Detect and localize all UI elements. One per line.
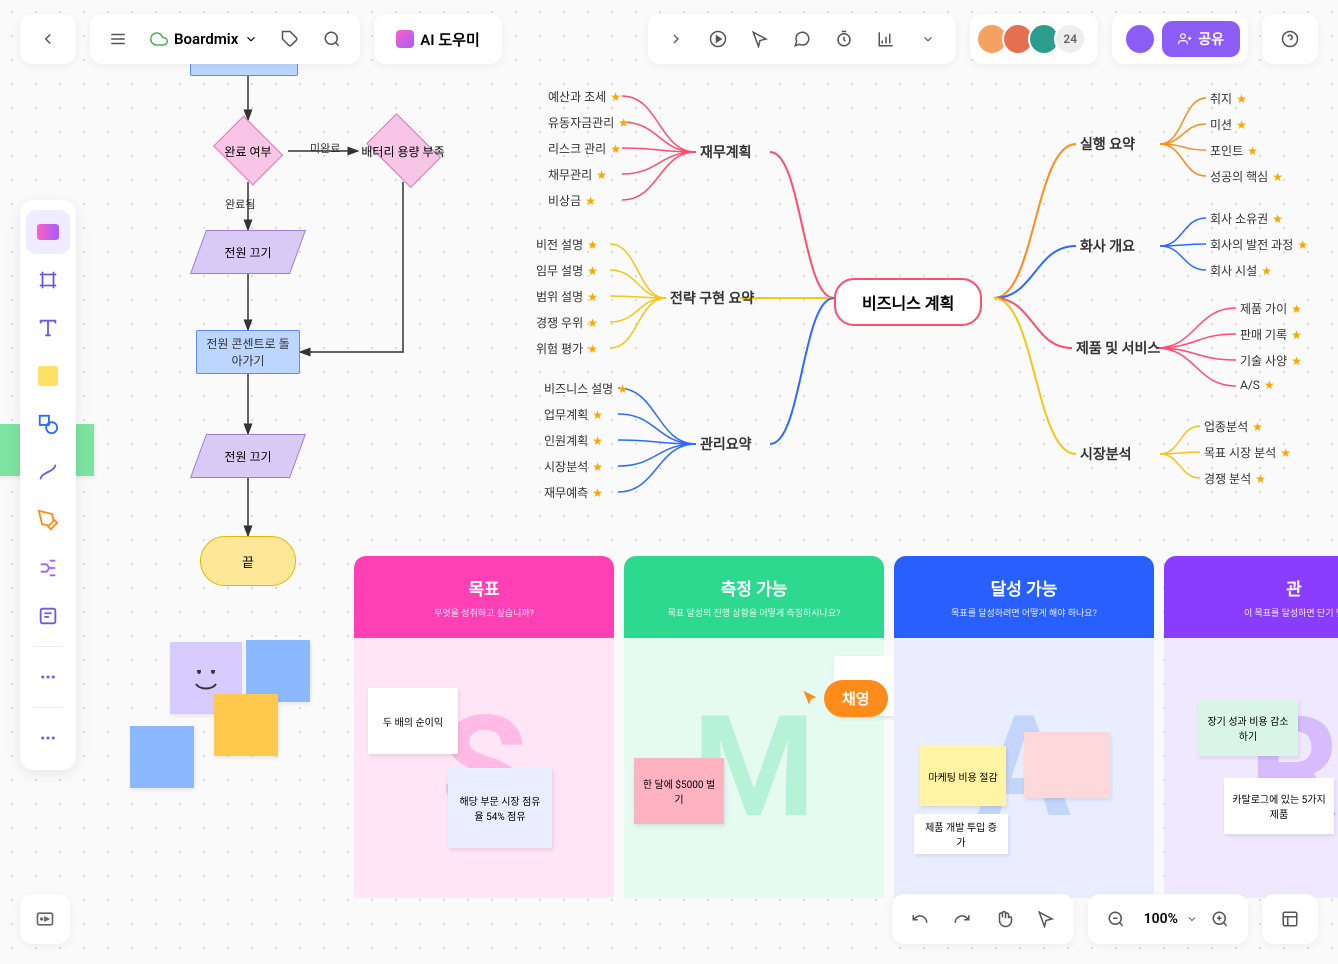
- more-button[interactable]: [908, 19, 948, 59]
- cursor-label: 채영: [824, 680, 888, 717]
- tool-shape[interactable]: [26, 402, 70, 446]
- tool-pen[interactable]: [26, 498, 70, 542]
- zoom-in-button[interactable]: [1200, 899, 1240, 939]
- brand-label: Boardmix: [174, 30, 238, 48]
- template-icon: [37, 224, 59, 240]
- tool-text[interactable]: [26, 306, 70, 350]
- top-toolbar: Boardmix AI 도우미 24: [20, 14, 1318, 64]
- tool-select[interactable]: [26, 210, 70, 254]
- tool-more-1[interactable]: [26, 655, 70, 699]
- tool-connector[interactable]: [26, 450, 70, 494]
- undo-button[interactable]: [900, 899, 940, 939]
- user-avatar[interactable]: [1124, 23, 1156, 55]
- left-toolbar: [20, 200, 76, 770]
- avatar-count: 24: [1054, 23, 1086, 55]
- tool-frame[interactable]: [26, 258, 70, 302]
- chevron-down-icon: [1186, 913, 1198, 925]
- ai-helper-button[interactable]: AI 도우미: [382, 29, 493, 50]
- help-button[interactable]: [1270, 19, 1310, 59]
- menu-button[interactable]: [98, 19, 138, 59]
- brand-dropdown[interactable]: Boardmix: [140, 30, 268, 48]
- ai-helper-label: AI 도우미: [420, 29, 479, 50]
- tool-mindmap[interactable]: [26, 546, 70, 590]
- share-button[interactable]: 공유: [1162, 21, 1240, 57]
- back-button[interactable]: [28, 19, 68, 59]
- feedback-icon: [35, 909, 55, 929]
- chevron-down-icon: [244, 32, 258, 46]
- redo-button[interactable]: [942, 899, 982, 939]
- hand-button[interactable]: [984, 899, 1024, 939]
- feedback-button[interactable]: [20, 894, 70, 944]
- pointer-button[interactable]: [1026, 899, 1066, 939]
- sticky-icon: [38, 366, 58, 386]
- collaborator-avatars[interactable]: 24: [978, 23, 1090, 55]
- tool-docs[interactable]: [26, 594, 70, 638]
- tool-sticky[interactable]: [26, 354, 70, 398]
- cursor-icon: [800, 689, 820, 709]
- sticky-note[interactable]: [130, 726, 194, 788]
- tool-more-2[interactable]: [26, 716, 70, 760]
- zoom-out-button[interactable]: [1096, 899, 1136, 939]
- minimap-button[interactable]: [1270, 899, 1310, 939]
- sticky-note[interactable]: [246, 640, 310, 702]
- play-button[interactable]: [698, 19, 738, 59]
- sticky-note[interactable]: [214, 694, 278, 756]
- share-icon: [1178, 32, 1192, 46]
- chart-button[interactable]: [866, 19, 906, 59]
- collaborator-cursor: 채영: [800, 680, 888, 717]
- search-button[interactable]: [312, 19, 352, 59]
- zoom-level[interactable]: 100%: [1138, 911, 1184, 927]
- timer-button[interactable]: [824, 19, 864, 59]
- comment-button[interactable]: [782, 19, 822, 59]
- ai-logo-icon: [396, 30, 414, 48]
- bottom-toolbar: 100%: [892, 894, 1318, 944]
- share-label: 공유: [1198, 29, 1224, 49]
- expand-button[interactable]: [656, 19, 696, 59]
- cursor-button[interactable]: [740, 19, 780, 59]
- tag-button[interactable]: [270, 19, 310, 59]
- cloud-icon: [150, 30, 168, 48]
